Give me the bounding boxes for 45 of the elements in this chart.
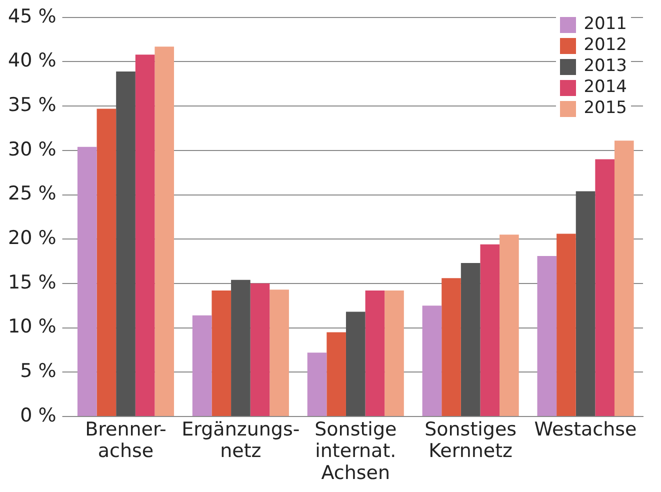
y-tick-label: 20 % (8, 227, 56, 250)
legend-label: 2015 (584, 98, 627, 119)
bar (442, 278, 461, 416)
x-tick-label: Westachse (534, 418, 637, 440)
bar (422, 306, 442, 416)
y-tick-label: 10 % (8, 316, 56, 338)
y-tick-label: 0 % (20, 404, 56, 426)
bar (192, 315, 212, 416)
bar (154, 46, 174, 416)
y-tick-label: 25 % (8, 182, 56, 205)
bar (270, 290, 289, 416)
y-tick-label: 35 % (8, 94, 56, 116)
y-tick-label: 15 % (8, 271, 56, 294)
x-tick-label: Brenner- achse (85, 418, 166, 462)
bar (77, 146, 97, 416)
bar (212, 290, 232, 416)
bar (326, 332, 346, 416)
bar (460, 263, 480, 416)
x-tick-label: Sonstige internat. Achsen (314, 418, 397, 484)
x-tick-label: Ergänzungs- netz (182, 418, 300, 462)
bar (346, 312, 366, 416)
y-tick-label: 5 % (20, 360, 56, 382)
legend-label: 2013 (584, 56, 627, 77)
bar (365, 290, 385, 416)
y-tick-label: 30 % (8, 138, 56, 160)
legend-label: 2014 (584, 77, 627, 98)
bar (500, 234, 519, 416)
bar (231, 280, 250, 416)
bar (384, 290, 404, 416)
bar (480, 244, 500, 416)
bar (595, 159, 614, 416)
bar (250, 283, 270, 416)
bar (96, 108, 116, 416)
bar (135, 54, 155, 416)
y-tick-label: 45 % (8, 5, 56, 28)
legend-label: 2012 (584, 35, 627, 56)
bar (307, 352, 327, 416)
bar (614, 140, 634, 416)
y-tick-label: 40 % (8, 50, 56, 72)
bar (537, 256, 557, 416)
bar (576, 191, 596, 416)
bar (116, 71, 136, 416)
legend-label: 2011 (584, 14, 627, 35)
bar (556, 234, 576, 416)
x-tick-label: Sonstiges Kernnetz (424, 418, 517, 462)
